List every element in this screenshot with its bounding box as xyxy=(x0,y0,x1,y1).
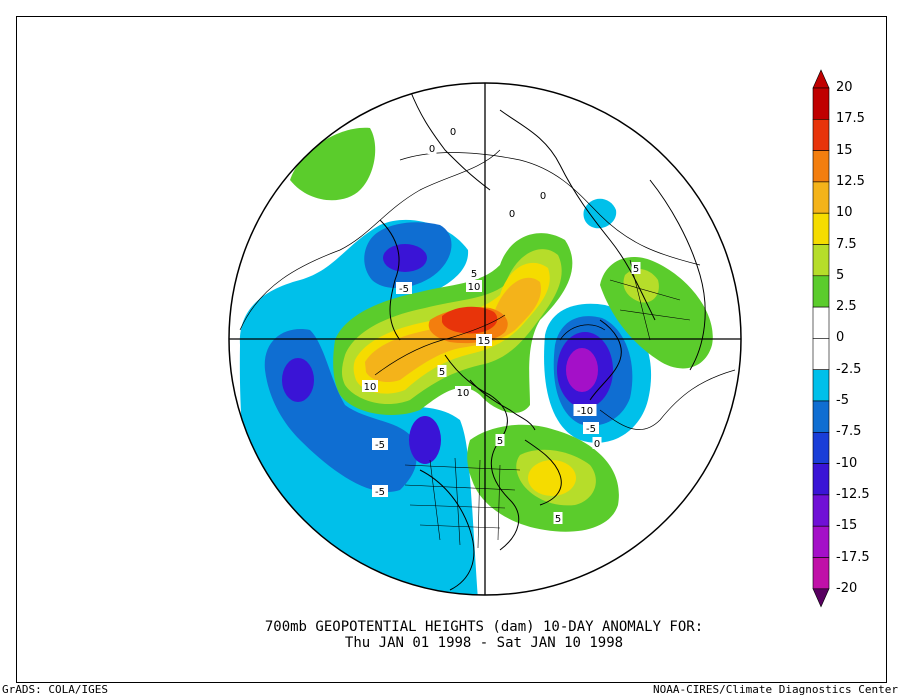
colorbar-label: -5 xyxy=(836,393,849,408)
plot-frame xyxy=(16,16,887,683)
colorbar xyxy=(812,69,830,608)
contour-label: 10 xyxy=(457,388,470,399)
contour-label-bg xyxy=(592,437,602,449)
yellow-atlantic xyxy=(528,460,576,496)
contour-label: 5 xyxy=(555,514,561,525)
hemisphere-boundary xyxy=(228,82,742,596)
contour-label: -10 xyxy=(577,406,593,417)
minus15-region-europe xyxy=(566,348,598,392)
contour-label-bg xyxy=(495,434,505,446)
colorbar-label: 7.5 xyxy=(836,236,857,252)
contour-label-bg xyxy=(455,386,471,398)
contour-label-bg xyxy=(583,422,599,434)
contour-label: 0 xyxy=(594,439,600,450)
contour-label-bg xyxy=(427,142,437,154)
contour-label: -5 xyxy=(375,487,385,498)
contour-label: 5 xyxy=(471,269,477,280)
colorbar-label: -17.5 xyxy=(836,549,870,565)
contour-label-bg xyxy=(538,189,548,201)
contour-label-bg xyxy=(437,365,447,377)
contour-label-bg xyxy=(507,207,517,219)
contour-label: 0 xyxy=(540,191,546,202)
colorbar-label: 20 xyxy=(836,80,853,95)
colorbar-bottom-arrow xyxy=(812,588,830,608)
positive-region-pacific-north xyxy=(290,127,376,201)
colorbar-label: 17.5 xyxy=(836,111,865,127)
contour-label: 10 xyxy=(364,382,377,393)
colorbar-label: 0 xyxy=(836,330,845,346)
contour-label-bg xyxy=(476,334,492,346)
contour-label-bg xyxy=(553,512,563,524)
colorbar-label: 10 xyxy=(836,205,853,221)
contour-label-bg xyxy=(372,438,388,450)
contour-label-bg xyxy=(469,267,479,279)
contour-label-bg xyxy=(362,380,378,392)
contour-label-bg xyxy=(631,262,641,274)
contour-label: 15 xyxy=(478,336,491,347)
contour-label-bg xyxy=(573,404,597,416)
colorbar-label: 2.5 xyxy=(836,299,857,315)
contour-label: 0 xyxy=(429,144,435,155)
minus10-region-pacific xyxy=(282,358,314,402)
colorbar-label: 5 xyxy=(836,267,845,283)
contour-label: 5 xyxy=(497,436,503,447)
contour-label-bg xyxy=(372,485,388,497)
minus10-region-siberia xyxy=(383,244,427,272)
contour-label: -5 xyxy=(375,440,385,451)
contour-label: 10 xyxy=(468,282,481,293)
footer-right: NOAA-CIRES/Climate Diagnostics Center xyxy=(652,683,898,696)
colorbar-label: -2.5 xyxy=(836,361,862,377)
footer-left: GrADS: COLA/IGES xyxy=(2,683,108,696)
colorbar-label: 15 xyxy=(836,142,853,158)
contour-label: -5 xyxy=(586,424,596,435)
contour-label-bg xyxy=(396,282,412,294)
colorbar-label: -12.5 xyxy=(836,486,870,502)
caption-line-1: 700mb GEOPOTENTIAL HEIGHTS (dam) 10-DAY … xyxy=(264,619,704,635)
contour-label: 0 xyxy=(450,127,456,138)
minus10-region-west-coast xyxy=(409,416,441,464)
colorbar-label: -15 xyxy=(836,518,858,534)
red-orange-core xyxy=(442,306,498,334)
caption-line-2: Thu JAN 01 1998 - Sat JAN 10 1998 xyxy=(344,635,624,651)
contour-label-bg xyxy=(466,280,482,292)
colorbar-label: -20 xyxy=(836,580,858,596)
contour-label: 5 xyxy=(633,264,639,275)
contour-label: 0 xyxy=(509,209,515,220)
colorbar-label: 12.5 xyxy=(836,173,865,189)
contour-label-bg xyxy=(448,125,458,137)
colorbar-labels: 20 17.5 15 12.5 10 7.5 5 2.5 0 -2.5 -5 -7.5 -10 -12.5… xyxy=(808,70,898,630)
contour-label: 5 xyxy=(439,367,445,378)
contour-label: -5 xyxy=(399,284,409,295)
colorbar-label: -10 xyxy=(836,455,858,471)
colorbar-label: -7.5 xyxy=(836,424,862,440)
contour-labels: 0 0 0 0 -5 5 10 15 5 10 5 10 -5 -5 5 -10 -5 0 5 xyxy=(362,125,641,525)
yellow-green-asia xyxy=(623,268,659,303)
